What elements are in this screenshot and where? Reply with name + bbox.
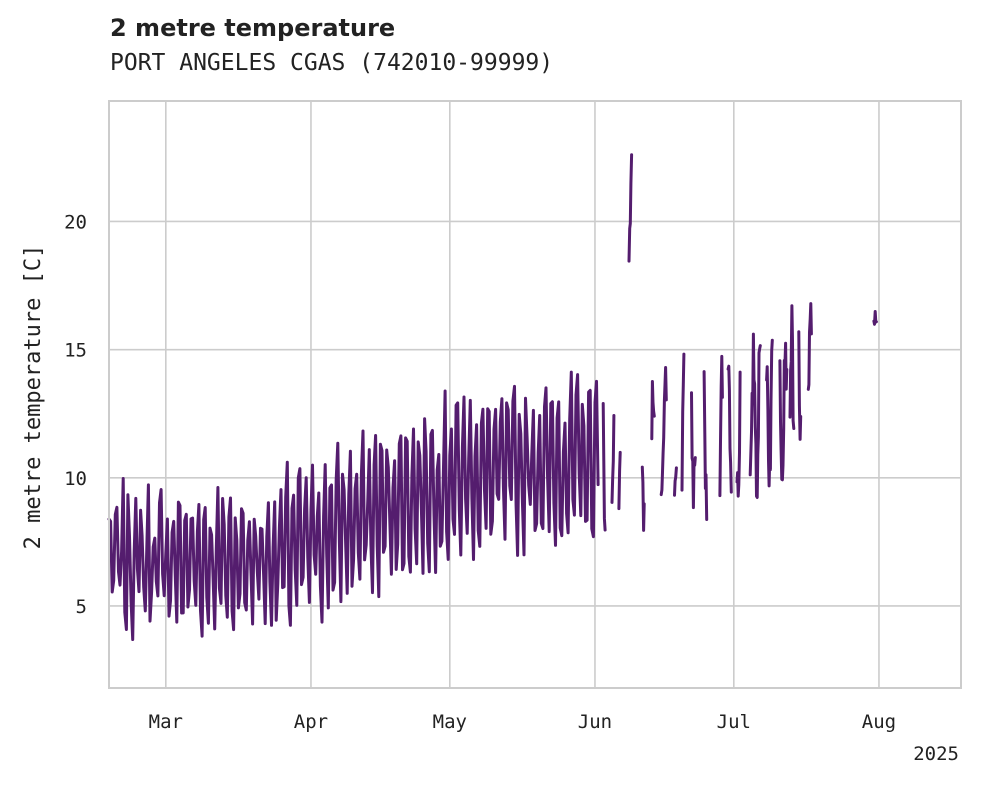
series-line-segment xyxy=(617,450,622,511)
y-tick-label: 10 xyxy=(64,468,87,490)
series-line-segment xyxy=(778,341,789,482)
series-line-segment xyxy=(610,414,616,504)
series-line-segment xyxy=(748,332,762,499)
series-line-segment xyxy=(650,380,656,441)
y-axis-label: 2 metre temperature [C] xyxy=(21,245,46,550)
series-line-segment xyxy=(872,310,878,326)
y-tick-label: 15 xyxy=(64,340,87,362)
series-line-segment xyxy=(107,370,600,641)
series-line-segment xyxy=(718,354,724,498)
x-tick-label: Jul xyxy=(717,711,751,733)
y-tick-label: 5 xyxy=(76,596,87,618)
x-tick-labels: Mar Apr May Jun Jul Aug xyxy=(149,711,896,733)
year-label: 2025 xyxy=(913,743,959,765)
series-line-segment xyxy=(659,366,668,497)
series-line-segment xyxy=(680,352,686,492)
series-group xyxy=(107,153,878,641)
x-tick-label: May xyxy=(433,711,467,733)
series-line-segment xyxy=(806,302,813,391)
series-line-segment xyxy=(627,153,634,263)
series-line-segment xyxy=(673,466,678,497)
x-tick-label: Apr xyxy=(294,711,328,733)
series-line-segment xyxy=(735,370,742,498)
series-line-segment xyxy=(640,465,646,532)
x-tick-label: Mar xyxy=(149,711,183,733)
series-line-segment xyxy=(797,330,803,441)
x-tick-label: Aug xyxy=(862,711,896,733)
chart-subtitle: PORT ANGELES CGAS (742010-99999) xyxy=(110,50,554,76)
y-tick-label: 20 xyxy=(64,211,87,233)
plot-frame xyxy=(108,100,962,689)
series-line-segment xyxy=(702,370,709,521)
series-line-segment xyxy=(601,402,607,532)
x-tick-label: Jun xyxy=(578,711,612,733)
series-line-segment xyxy=(726,364,733,494)
series-line-segment xyxy=(765,338,774,488)
series-line-segment xyxy=(788,304,796,430)
y-tick-labels: 5 10 15 20 xyxy=(64,211,87,617)
chart-title: 2 metre temperature xyxy=(110,14,396,42)
series-line-segment xyxy=(690,391,697,510)
